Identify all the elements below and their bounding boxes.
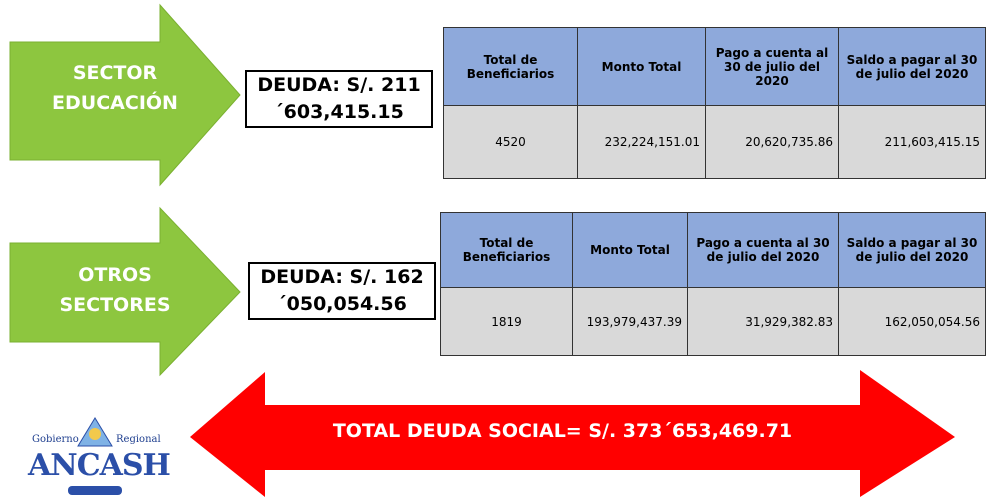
data-cell: 232,224,151.01	[577, 105, 706, 179]
total-debt: TOTAL DEUDA SOCIAL= S/. 373´653,469.71	[332, 420, 793, 442]
data-cell: 162,050,054.56	[838, 287, 986, 356]
header-cell: Monto Total	[577, 27, 706, 106]
data-cell: 20,620,735.86	[705, 105, 839, 179]
header-cell: Monto Total	[572, 212, 688, 288]
header-cell: Total de Beneficiarios	[440, 212, 573, 288]
arrow-label: OTROS SECTORES	[59, 264, 171, 316]
logo: Gobierno Regional ANCASH	[28, 412, 171, 496]
green-arrow	[9, 3, 241, 187]
logo-name: ANCASH	[28, 448, 171, 483]
data-cell: 1819	[440, 287, 573, 356]
debt-box: DEUDA: S/. 162´050,054.56	[248, 262, 436, 320]
header-cell: Pago a cuenta al 30 de julio del 2020	[705, 27, 839, 106]
logo-text: Regional	[116, 434, 161, 445]
data-cell: 4520	[443, 105, 578, 179]
debt-box: DEUDA: S/. 211´603,415.15	[245, 70, 433, 128]
table: Total de Beneficiarios Monto Total Pago …	[443, 27, 986, 179]
arrow-label: SECTOR EDUCACIÓN	[52, 62, 178, 114]
header-cell: Saldo a pagar al 30 de julio del 2020	[838, 27, 986, 106]
red-double-arrow	[190, 370, 955, 497]
logo-emblem	[68, 417, 122, 495]
data-cell: 211,603,415.15	[838, 105, 986, 179]
header-cell: Total de Beneficiarios	[443, 27, 578, 106]
header-cell: Saldo a pagar al 30 de julio del 2020	[838, 212, 986, 288]
data-cell: 193,979,437.39	[572, 287, 688, 356]
data-cell: 31,929,382.83	[687, 287, 839, 356]
header-cell: Pago a cuenta al 30 de julio del 2020	[687, 212, 839, 288]
green-arrow	[9, 206, 241, 377]
table: Total de Beneficiarios Monto Total Pago …	[440, 212, 986, 356]
logo-text: Gobierno	[32, 434, 79, 445]
